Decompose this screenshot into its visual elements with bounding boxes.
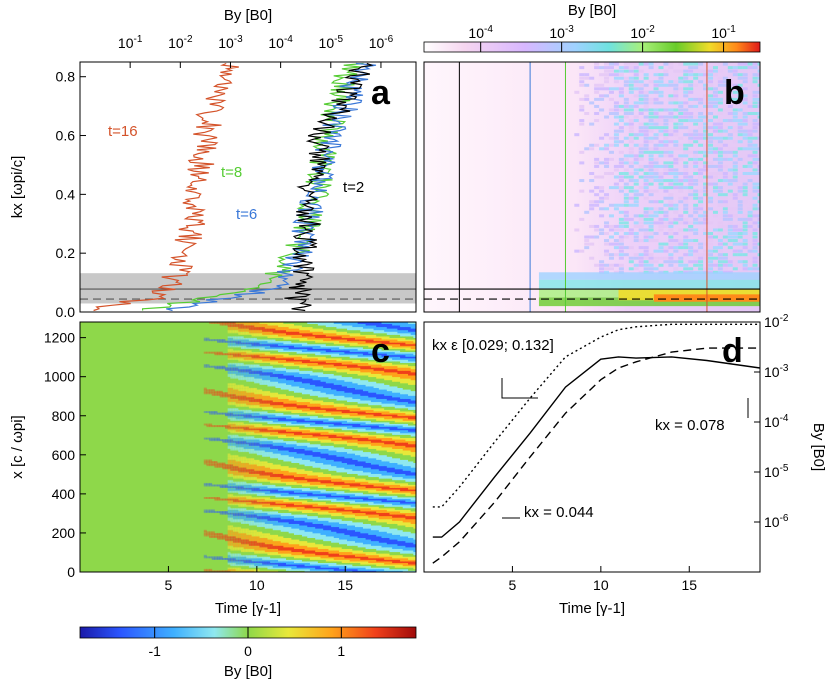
panel-d-x-tick: 10 xyxy=(593,577,609,593)
panel-b-label: b xyxy=(724,74,745,112)
panel-b-colorbar-tick: 10-3 xyxy=(549,24,574,41)
panel-c-y-label: x [c / ωpi] xyxy=(9,415,26,478)
panel-a-x-tick: 10-1 xyxy=(118,34,143,51)
panel-c-x-tick: 5 xyxy=(165,577,173,593)
panel-a-y-tick: 0.0 xyxy=(56,304,76,320)
panel-a-y-tick: 0.4 xyxy=(56,186,76,202)
panel-d-y-tick: 10-5 xyxy=(764,463,789,480)
panel-b-colorbar-tick: 10-4 xyxy=(468,24,493,41)
label-t6: t=6 xyxy=(236,206,257,223)
panel-a-y-label: kx [ωpi/c] xyxy=(9,156,26,219)
panel-d-x-label: Time [γ-1] xyxy=(559,600,625,617)
panel-d: 5 10 15 10-2 10-3 10-4 10-5 10-6 Time [γ-1] By … xyxy=(424,313,827,617)
panel-a-top-axis-label: By [B0] xyxy=(224,7,272,24)
panel-a-x-tick: 10-4 xyxy=(268,34,293,51)
label-t2: t=2 xyxy=(343,179,364,196)
label-t8: t=8 xyxy=(221,164,242,181)
annotation-band: kx ε [0.029; 0.132] xyxy=(432,337,554,354)
panel-a-label: a xyxy=(371,74,391,112)
panel-c-colorbar-label: By [B0] xyxy=(224,663,272,680)
panel-b-colorbar-label: By [B0] xyxy=(568,2,616,19)
annotation-kx044: kx = 0.044 xyxy=(524,504,594,521)
panel-c-y-tick: 800 xyxy=(52,408,76,424)
panel-c-x-tick: 10 xyxy=(249,577,265,593)
panel-c-y-tick: 200 xyxy=(52,525,76,541)
panel-b-colorbar xyxy=(424,42,760,52)
panel-a-x-tick: 10-6 xyxy=(369,34,394,51)
panel-a-x-tick: 10-2 xyxy=(168,34,193,51)
panel-b-colorbar-tick: 10-1 xyxy=(711,24,736,41)
panel-d-y-tick: 10-6 xyxy=(764,513,789,530)
panel-d-label: d xyxy=(722,332,743,370)
panel-d-frame xyxy=(424,322,760,572)
panel-a-y-tick: 0.8 xyxy=(56,69,76,85)
label-t16: t=16 xyxy=(108,123,138,140)
panel-d-y-tick: 10-2 xyxy=(764,313,789,330)
panel-b-colorbar-tick: 10-2 xyxy=(630,24,655,41)
panel-d-y-tick: 10-3 xyxy=(764,363,789,380)
panel-a-y-tick: 0.6 xyxy=(56,128,76,144)
annotation-kx078: kx = 0.078 xyxy=(655,417,725,434)
panel-d-series-solid xyxy=(433,357,760,537)
panel-d-series-dashed xyxy=(433,348,760,563)
panel-c-colorbar-tick: -1 xyxy=(148,643,161,659)
panel-d-y-label: By [B0] xyxy=(810,423,827,471)
annotation-band-pointer xyxy=(502,378,538,398)
panel-d-x-tick: 15 xyxy=(681,577,697,593)
panel-a-y-tick: 0.2 xyxy=(56,245,76,261)
panel-c-x-label: Time [γ-1] xyxy=(215,600,281,617)
panel-c-y-tick: 600 xyxy=(52,447,76,463)
panel-d-x-tick: 5 xyxy=(509,577,517,593)
panel-a-x-tick: 10-3 xyxy=(218,34,243,51)
panel-c-y-tick: 1000 xyxy=(44,369,75,385)
panel-c-colorbar-tick: 0 xyxy=(244,643,252,659)
panel-c-y-tick: 0 xyxy=(67,564,75,580)
panel-c-y-tick: 1200 xyxy=(44,330,75,346)
panel-c-label: c xyxy=(371,332,390,370)
panel-a-band xyxy=(80,273,416,303)
panel-b: 10-4 10-3 10-2 10-1 By [B0] b xyxy=(424,2,763,312)
panel-a-x-tick: 10-5 xyxy=(319,34,344,51)
panel-c-x-tick: 15 xyxy=(337,577,353,593)
panel-c-colorbar-tick: 1 xyxy=(337,643,345,659)
panel-c-y-tick: 400 xyxy=(52,486,76,502)
panel-d-y-tick: 10-4 xyxy=(764,413,789,430)
